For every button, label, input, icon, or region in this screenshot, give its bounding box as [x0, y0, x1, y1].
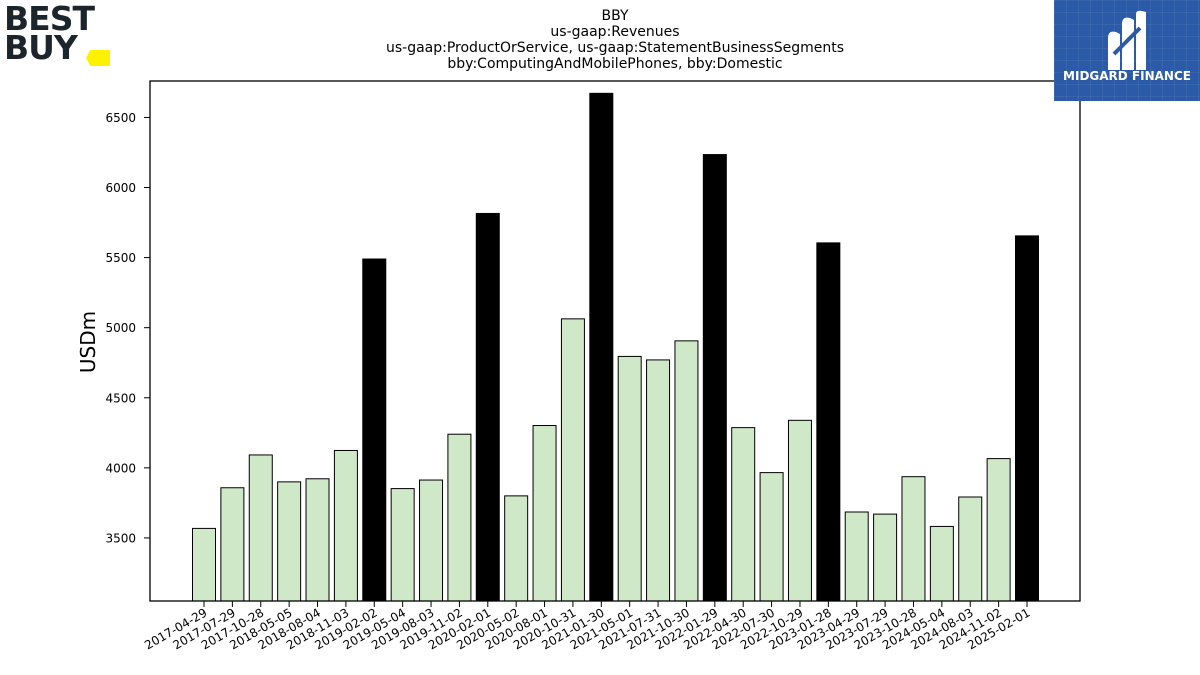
best-buy-logo: BEST BUY [4, 0, 114, 68]
bar-quarter [192, 527, 216, 602]
y-tick-label: 6000 [105, 181, 136, 195]
bar-quarter [504, 495, 529, 602]
y-tick-label: 3500 [105, 531, 136, 545]
bar-quarter [277, 481, 302, 602]
x-axis: 2017-04-292017-07-292017-10-282018-05-05… [142, 601, 1033, 652]
midgard-finance-text: MIDGARD FINANCE [1063, 69, 1191, 83]
chart-title-line: us-gaap:Revenues [550, 24, 679, 40]
bar-quarter [958, 496, 983, 602]
midgard-emblem-icon [1108, 10, 1146, 70]
bar-quarter [419, 479, 444, 602]
bar-quarter [759, 472, 784, 602]
bar-quarter [674, 340, 699, 602]
y-axis: 3500 4000 4500 5000 5500 6000 6500 [105, 111, 150, 545]
bar-quarter [929, 525, 954, 602]
bar-quarter [305, 478, 330, 602]
bar-quarter [560, 318, 585, 602]
bar-quarter [248, 454, 273, 602]
y-tick-label: 5500 [105, 251, 136, 265]
bar-quarter [731, 427, 756, 602]
bar-annual [589, 92, 614, 602]
bar-annual [702, 154, 727, 602]
bars-group [192, 92, 1039, 602]
bar-quarter [447, 433, 472, 602]
bar-quarter [646, 359, 671, 602]
bar-annual [475, 212, 500, 602]
y-tick-label: 6500 [105, 111, 136, 125]
y-axis-label: USDm [76, 311, 100, 373]
plot-frame [149, 80, 1081, 602]
best-buy-wordmark: BEST BUY [4, 0, 95, 67]
y-tick-label: 5000 [105, 321, 136, 335]
chart-title: BBYus-gaap:Revenuesus-gaap:ProductOrServ… [386, 8, 844, 72]
price-tag-icon [86, 50, 110, 66]
bar-annual [362, 258, 387, 602]
bar-quarter [617, 355, 642, 602]
chart-title-line: us-gaap:ProductOrService, us-gaap:Statem… [386, 40, 844, 56]
bar-quarter [390, 488, 415, 602]
logo-text-line1: BEST [4, 0, 95, 38]
bar-quarter [844, 511, 869, 602]
midgard-finance-logo: MIDGARD FINANCE [1054, 0, 1200, 101]
chart-title-line: bby:ComputingAndMobilePhones, bby:Domest… [447, 56, 782, 72]
bar-annual [816, 242, 841, 602]
y-tick-label: 4500 [105, 391, 136, 405]
bar-quarter [901, 476, 926, 602]
bar-quarter [986, 458, 1011, 602]
bar-quarter [220, 487, 245, 602]
bar-annual [1015, 235, 1039, 602]
bar-quarter [873, 513, 898, 602]
y-tick-label: 4000 [105, 461, 136, 475]
logo-text-line2: BUY [4, 28, 78, 67]
chart-title-line: BBY [602, 8, 629, 24]
bar-quarter [333, 449, 358, 602]
bar-quarter [787, 419, 812, 602]
bar-quarter [532, 425, 557, 602]
